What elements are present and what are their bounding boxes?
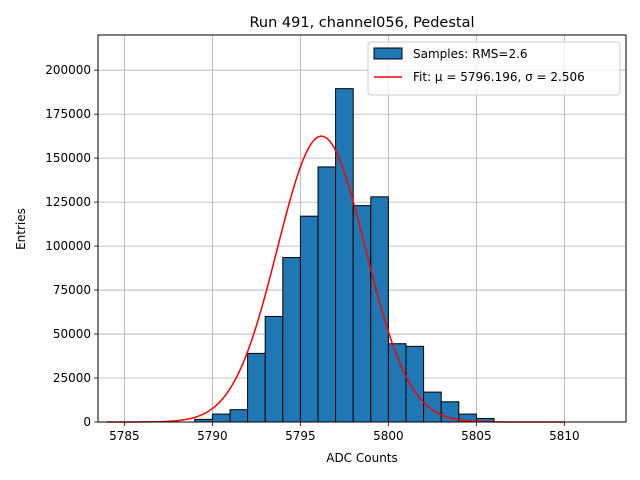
histogram-bar — [299, 215, 319, 423]
histogram-bar — [317, 166, 337, 423]
histogram-bar — [335, 88, 354, 423]
x-tick-label: 5805 — [461, 429, 492, 443]
y-axis-label: Entries — [14, 208, 28, 250]
histogram-bar — [352, 205, 372, 423]
histogram-bar — [211, 413, 231, 423]
histogram-bar — [370, 196, 389, 423]
y-tick-label: 25000 — [53, 371, 91, 385]
chart-title: Run 491, channel056, Pedestal — [249, 15, 474, 31]
y-tick-label: 100000 — [45, 239, 91, 253]
histogram-bar — [405, 345, 425, 423]
legend-box — [367, 41, 621, 96]
y-tick-label: 200000 — [45, 63, 91, 77]
histogram-bar — [247, 352, 266, 423]
y-tick-label: 175000 — [45, 107, 91, 121]
x-tick-label: 5795 — [285, 429, 316, 443]
x-tick-label: 5800 — [373, 429, 404, 443]
histogram-bar — [264, 315, 284, 423]
legend-fit-label: Fit: μ = 5796.196, σ = 2.506 — [413, 70, 585, 84]
x-tick-label: 5785 — [109, 429, 140, 443]
legend-histogram-label: Samples: RMS=2.6 — [413, 47, 528, 61]
y-tick-label: 125000 — [45, 195, 91, 209]
x-axis-ticks: 5785 5790 5795 5800 5805 5810 — [109, 422, 580, 443]
histogram-bar — [282, 257, 301, 423]
plot-frame — [97, 34, 627, 423]
y-axis-ticks: 0 25000 50000 75000 100000 125000 150000 175000… — [45, 63, 98, 429]
x-tick-label: 5790 — [197, 429, 228, 443]
y-tick-label: 150000 — [45, 151, 91, 165]
histogram-bar — [423, 391, 442, 423]
legend-histogram-swatch — [373, 47, 403, 60]
y-tick-label: 0 — [83, 415, 91, 429]
x-tick-label: 5810 — [549, 429, 580, 443]
histogram-bars — [194, 88, 495, 423]
legend: Samples: RMS=2.6 Fit: μ = 5796.196, σ = … — [367, 41, 621, 96]
y-tick-label: 75000 — [53, 283, 91, 297]
y-tick-label: 50000 — [53, 327, 91, 341]
histogram-bar — [229, 409, 249, 423]
x-axis-label: ADC Counts — [326, 451, 398, 465]
